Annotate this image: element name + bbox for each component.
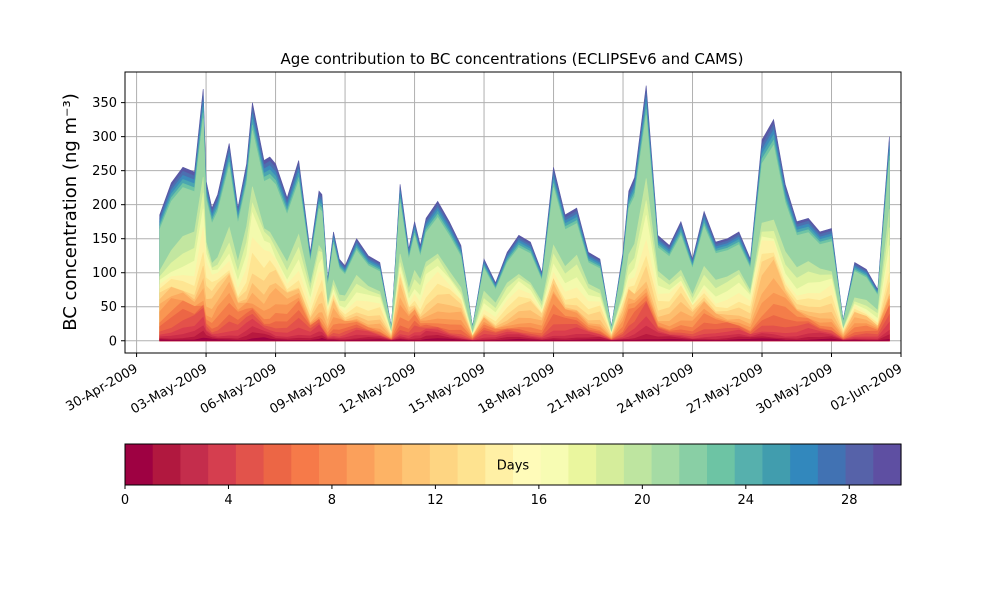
age-class-area-4 (159, 301, 890, 342)
colorbar-tick-label: 20 (634, 493, 651, 508)
x-tick-label: 15-May-2009 (406, 361, 488, 417)
colorbar-swatch (762, 444, 791, 485)
colorbar-swatch (457, 444, 486, 485)
colorbar-swatch (707, 444, 736, 485)
age-class-area-0 (159, 337, 890, 342)
x-tick-label: 30-May-2009 (754, 361, 836, 417)
colorbar-tick-label: 28 (841, 493, 858, 508)
colorbar-frame (124, 443, 902, 486)
colorbar-swatch (291, 444, 320, 485)
colorbar-swatch (679, 444, 708, 485)
colorbar-swatch (734, 444, 764, 485)
y-tick-label: 50 (100, 300, 117, 315)
y-tick-label: 300 (92, 130, 117, 145)
x-tick-label: 09-May-2009 (267, 361, 349, 417)
colorbar-swatch (817, 444, 847, 485)
colorbar-swatch (402, 444, 431, 485)
colorbar-tick-label: 8 (328, 493, 336, 508)
colorbar-swatch (568, 444, 597, 485)
colorbar-swatch (235, 444, 265, 485)
colorbar-swatch (374, 444, 403, 485)
x-tick-label: 12-May-2009 (337, 361, 419, 417)
y-tick-label: 350 (92, 96, 117, 111)
colorbar-swatch (623, 444, 653, 485)
y-tick-label: 200 (92, 198, 117, 213)
colorbar-swatch (319, 444, 348, 485)
colorbar-tick-label: 0 (121, 493, 129, 508)
colorbar-swatch (651, 444, 680, 485)
y-axis: 0 50 100 150 200 250 300 350 (92, 96, 125, 349)
colorbar-swatch (596, 444, 625, 485)
y-tick-label: 0 (109, 334, 117, 349)
stacked-areas (159, 85, 890, 342)
colorbar-tick-label: 24 (738, 493, 755, 508)
colorbar-tick-label: 4 (224, 493, 232, 508)
colorbar: Days 0 4 8 12 16 20 24 28 (121, 443, 902, 508)
colorbar-swatch (429, 444, 459, 485)
y-tick-label: 250 (92, 164, 117, 179)
plot-frame (124, 71, 902, 354)
colorbar-swatch (208, 444, 237, 485)
colorbar-swatch (180, 444, 209, 485)
x-tick-label: 24-May-2009 (615, 361, 697, 417)
x-tick-label: 27-May-2009 (684, 361, 766, 417)
colorbar-tick-label: 16 (531, 493, 548, 508)
colorbar-swatch (540, 444, 570, 485)
x-axis: 30-Apr-200903-May-200906-May-200909-May-… (63, 353, 905, 417)
colorbar-swatch (513, 444, 542, 485)
colorbar-swatch (485, 444, 514, 485)
x-tick-label: 03-May-2009 (128, 361, 210, 417)
colorbar-swatch (125, 444, 154, 485)
y-tick-label: 150 (92, 232, 117, 247)
colorbar-swatch (263, 444, 292, 485)
colorbar-swatch (873, 444, 902, 485)
colorbar-swatch (346, 444, 376, 485)
y-axis-label: BC concentration (ng m⁻³) (60, 93, 81, 331)
colorbar-tick-label: 12 (427, 493, 444, 508)
x-tick-label: 06-May-2009 (198, 361, 280, 417)
colorbar-swatch (845, 444, 874, 485)
colorbar-label: Days (497, 459, 530, 474)
x-tick-label: 18-May-2009 (476, 361, 558, 417)
colorbar-swatch (790, 444, 819, 485)
y-tick-label: 100 (92, 266, 117, 281)
x-tick-label: 02-Jun-2009 (828, 361, 905, 414)
age-class-area-3 (159, 316, 890, 342)
chart-title: Age contribution to BC concentrations (E… (281, 50, 744, 68)
x-tick-label: 21-May-2009 (545, 361, 627, 417)
colorbar-swatch (152, 444, 182, 485)
